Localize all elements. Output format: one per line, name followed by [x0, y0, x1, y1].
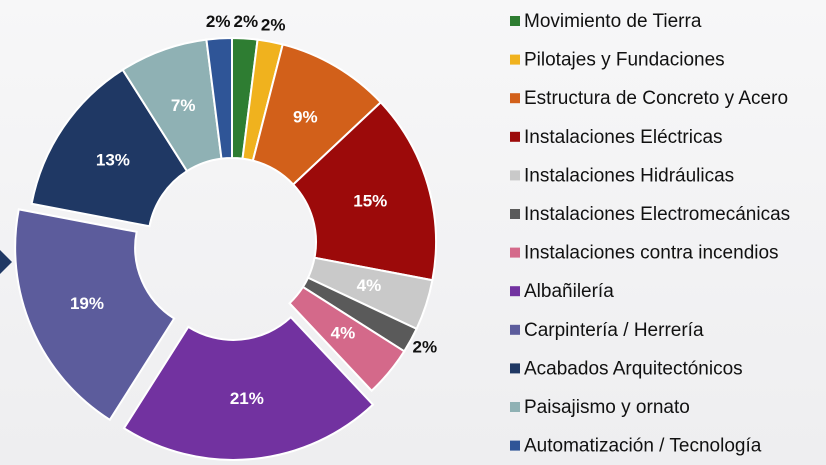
legend-swatch [510, 209, 520, 219]
legend-swatch [510, 170, 520, 181]
legend-label: Carpintería / Herrería [524, 320, 704, 341]
legend-swatch [510, 402, 520, 412]
legend-label: Instalaciones Hidráulicas [524, 165, 734, 186]
slice [14, 208, 176, 422]
value-label: 2% [261, 15, 286, 34]
slice [30, 68, 189, 228]
decor-arrow [0, 250, 12, 274]
legend-swatch [510, 440, 520, 451]
legend-swatch [510, 247, 520, 258]
legend-label: Pilotajes y Fundaciones [524, 50, 725, 71]
legend-label: Instalaciones Electromecánicas [524, 204, 790, 225]
slice [205, 36, 233, 160]
legend-label: Albañilería [524, 281, 614, 302]
legend-label: Movimiento de Tierra [524, 11, 702, 32]
slice [291, 100, 437, 282]
value-label: 4% [331, 323, 356, 342]
slice [122, 315, 375, 461]
legend-label: Instalaciones contra incendios [524, 243, 779, 264]
legend-label: Estructura de Concreto y Acero [524, 88, 788, 109]
legend-label: Automatización / Tecnología [524, 436, 762, 457]
value-label: 7% [171, 96, 196, 115]
value-label: 2% [234, 12, 259, 31]
legend-label: Acabados Arquitectónicos [524, 358, 743, 379]
legend-label: Paisajismo y ornato [524, 397, 690, 418]
legend-swatch [510, 286, 520, 297]
value-label: 2% [206, 12, 231, 31]
legend-swatch [510, 16, 520, 26]
value-label: 13% [96, 151, 130, 170]
legend-swatch [510, 324, 520, 335]
legend-swatch [510, 363, 520, 374]
value-label: 9% [293, 108, 318, 127]
legend-swatch [510, 54, 520, 65]
legend-swatch [510, 131, 520, 142]
slice [288, 285, 406, 393]
legend-label: Instalaciones Eléctricas [524, 127, 723, 148]
value-label: 15% [353, 191, 387, 210]
legend-swatch [510, 93, 520, 104]
value-label: 2% [412, 337, 437, 356]
value-label: 19% [70, 294, 104, 313]
value-label: 21% [230, 389, 264, 408]
value-label: 4% [357, 276, 382, 295]
